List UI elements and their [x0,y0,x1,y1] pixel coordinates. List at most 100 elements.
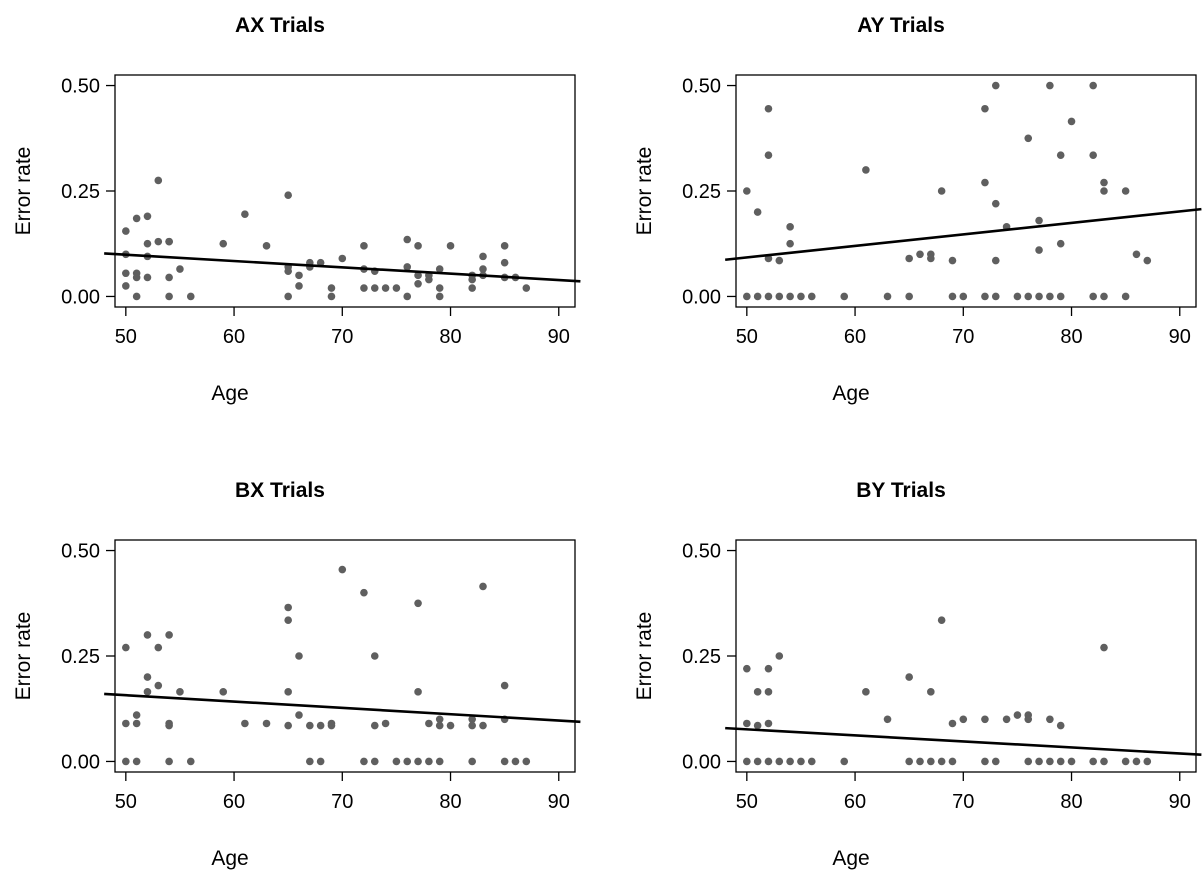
y-axis-label: Error rate [12,612,35,701]
data-point [284,603,292,612]
x-tick-label: 90 [1169,326,1191,348]
y-axis-label: Error rate [633,612,656,701]
y-tick-label: 0.00 [61,286,100,308]
data-point [143,631,152,639]
regression-line [725,207,1202,262]
data-point [284,688,292,696]
data-point [797,292,805,301]
data-point [1013,711,1022,719]
data-point [414,280,422,288]
data-point [883,292,892,301]
data-point [165,631,173,639]
x-tick-label: 70 [331,326,353,348]
x-tick-label: 70 [952,326,974,348]
data-point [775,757,784,766]
data-point [132,273,141,282]
data-point [360,588,368,597]
x-tick-label: 60 [223,791,245,813]
data-point [948,719,957,728]
data-point [403,757,412,766]
data-point [143,239,152,248]
data-point [360,757,368,766]
chart-title: BY Trials [856,479,946,502]
data-point [186,757,195,766]
plot-frame [114,74,576,308]
x-tick-label: 80 [1060,791,1082,813]
data-point [807,757,816,766]
x-tick-label: 90 [548,791,570,813]
chart-panel-4: BY Trials 50 60 70 80 90 0.00 0.25 0.50 Age Error … [633,479,1202,870]
data-point [414,271,422,280]
data-point [753,688,762,696]
data-point [132,719,141,728]
x-tick-label: 50 [736,791,758,813]
data-point [219,239,228,248]
data-point [511,757,520,766]
y-tick-label: 0.25 [682,646,721,668]
data-point [414,242,422,250]
data-point [500,242,509,250]
data-point [165,757,173,766]
data-point [122,643,130,652]
y-tick-label: 0.25 [682,181,721,203]
data-point [241,719,249,728]
data-point [241,210,249,218]
data-point [1100,292,1108,301]
data-point [522,284,531,292]
data-point [743,292,751,301]
data-point [165,292,173,301]
x-tick-label: 60 [223,326,245,348]
data-point [775,652,784,660]
data-point [905,757,913,766]
plot-frame [114,539,576,773]
data-point [403,235,412,244]
y-axis-label: Error rate [12,147,35,236]
data-point [284,191,292,200]
data-point [522,757,531,766]
data-point [775,256,784,265]
data-point [132,757,141,766]
data-point [991,757,1000,766]
data-point [176,688,184,696]
data-point [991,292,1000,301]
data-point [154,176,163,185]
data-point [1100,187,1108,195]
data-point [991,256,1000,265]
x-tick-label: 90 [1169,791,1191,813]
data-point [1121,187,1130,195]
data-point [327,284,336,292]
data-point [981,178,989,187]
data-point [370,652,379,660]
data-point [862,166,870,174]
data-point [981,292,989,301]
x-axis-label: Age [832,382,869,405]
data-point [500,258,509,267]
data-point [122,269,130,278]
y-tick-label: 0.25 [61,646,100,668]
x-tick-label: 70 [952,791,974,813]
data-point [764,688,773,696]
data-point [927,254,935,263]
chart-panel-1: AX Trials 50 60 70 80 90 0.00 0.25 0.50 Age Error … [12,14,581,405]
data-point [743,719,751,728]
data-point [425,757,433,766]
regression-line [104,252,581,283]
data-point [905,673,913,681]
data-point [937,616,946,624]
data-point [753,292,762,301]
data-point [154,237,163,246]
data-point [143,212,152,221]
data-point [143,688,152,696]
data-point [468,284,476,292]
data-point [905,254,913,263]
data-point [1067,757,1076,766]
data-point [991,81,1000,90]
data-point [414,599,422,608]
data-point [743,757,751,766]
regression-line [725,726,1202,757]
data-point [425,275,433,284]
data-point [143,273,152,282]
data-point [295,652,303,660]
y-tick-label: 0.50 [682,76,721,98]
